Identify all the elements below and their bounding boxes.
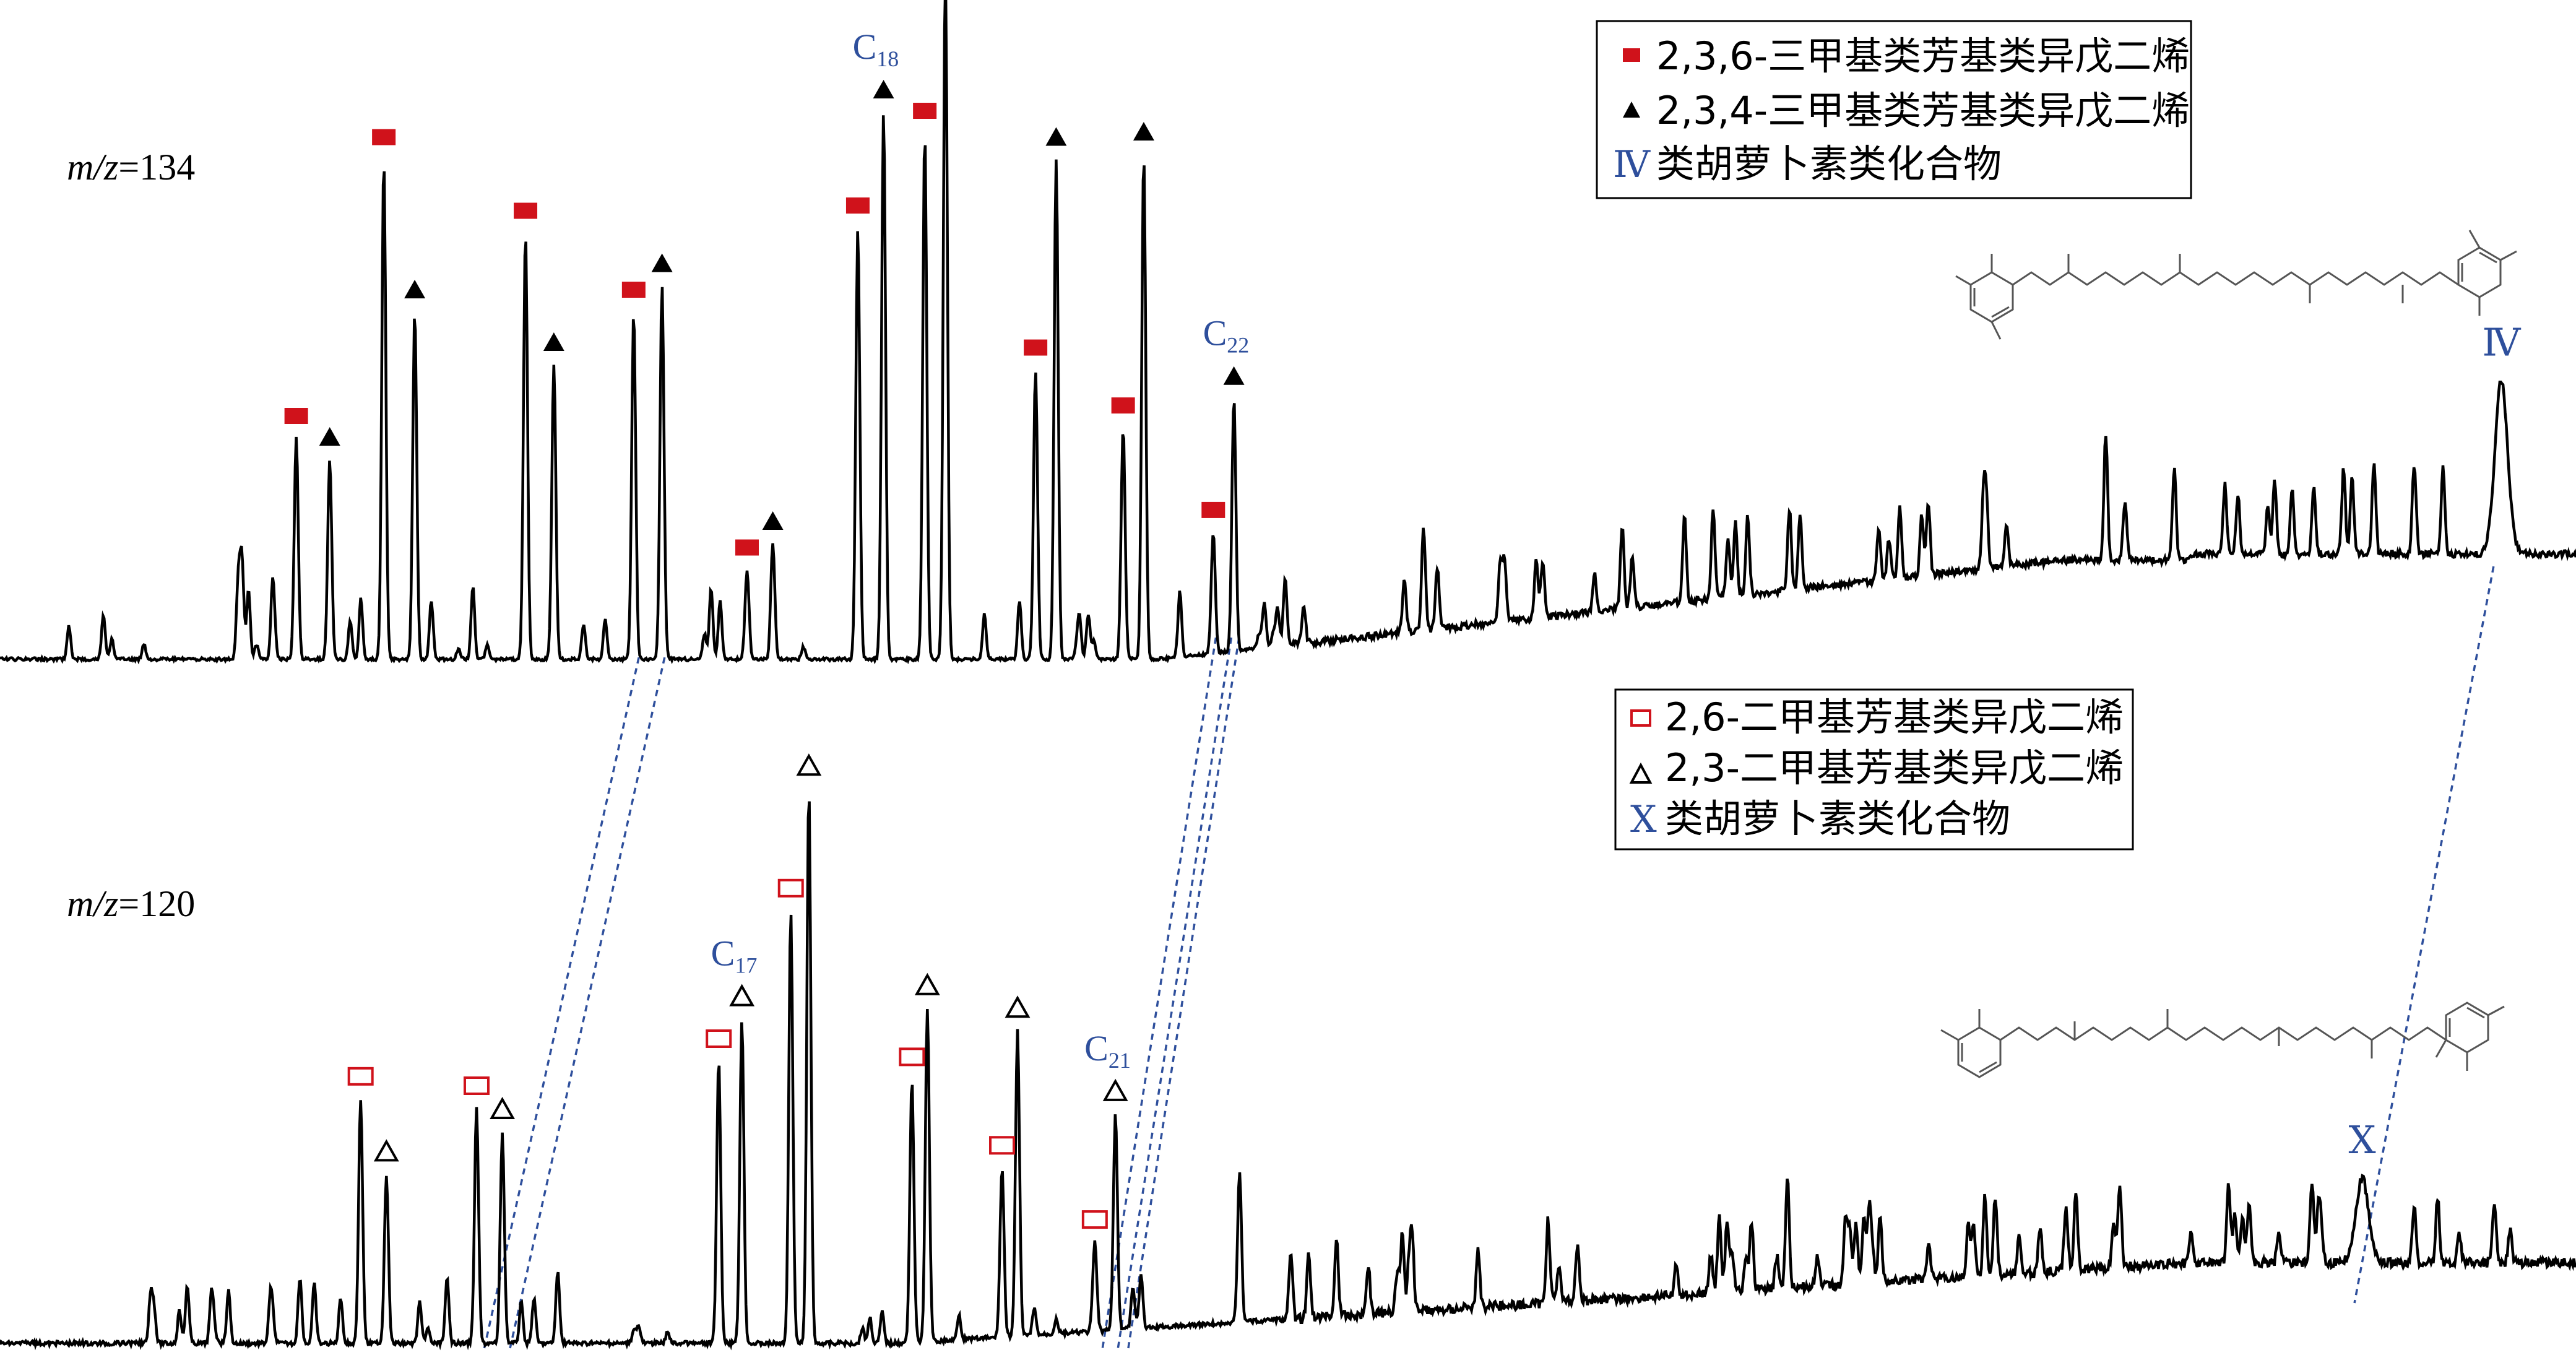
structure-x-molecule (1940, 1002, 2505, 1078)
mz-label-italic: m/z (67, 147, 118, 188)
peak-label-roman: Ⅳ (2482, 323, 2521, 365)
peak-marker-square (1024, 339, 1048, 356)
correlation-line (1127, 637, 1240, 1349)
legend-box (1596, 20, 2192, 199)
peak-marker-triangle (319, 427, 340, 446)
legend-box (1614, 688, 2134, 851)
peak-marker-triangle (651, 253, 673, 272)
peak-marker-square (735, 539, 759, 556)
peak-marker-triangle (373, 1139, 399, 1162)
peak-marker-triangle (1005, 995, 1031, 1018)
peak-marker-triangle (404, 280, 426, 298)
legend-roman-iv: Ⅳ (1613, 144, 1651, 185)
peak-carbon-label: C22 (1203, 313, 1250, 358)
peak-marker-square (1081, 1210, 1108, 1229)
legend-mz134: 2,3,6-三甲基类芳基类异戊二烯 2,3,4-三甲基类芳基类异戊二烯 Ⅳ 类胡… (1596, 20, 2192, 199)
carbon-letter: C (853, 27, 877, 67)
legend-text-23-dimethyl: 2,3-二甲基芳基类异戊二烯 (1665, 745, 2124, 790)
carbon-letter: C (1203, 313, 1227, 353)
peak-marker-triangle (762, 511, 784, 530)
peak-marker-triangle (873, 80, 894, 98)
peak-marker-triangle (914, 972, 940, 995)
legend-roman-x: Ⅹ (1630, 799, 1657, 840)
legend-text-234-trimethyl: 2,3,4-三甲基类芳基类异戊二烯 (1656, 88, 2190, 133)
mz-label-italic: m/z (67, 883, 118, 924)
legend-text-carotenoid: 类胡萝卜素类化合物 (1665, 796, 2010, 841)
peak-marker-square (347, 1067, 374, 1086)
carbon-number: 21 (1109, 1048, 1131, 1073)
carbon-number: 17 (735, 953, 757, 978)
carbon-number: 22 (1227, 333, 1249, 358)
legend-text-26-dimethyl: 2,6-二甲基芳基类异戊二烯 (1665, 695, 2124, 740)
peak-marker-triangle (1045, 127, 1067, 146)
peak-marker-square (1111, 397, 1135, 413)
peak-marker-square (514, 202, 538, 219)
legend-marker-filled-square (1623, 48, 1640, 62)
peak-marker-square (621, 282, 646, 298)
peak-marker-square (463, 1076, 490, 1095)
legend-marker-open-square (1630, 709, 1651, 727)
peak-marker-square (1201, 501, 1225, 518)
peak-marker-square (845, 197, 870, 214)
carbon-number: 18 (876, 46, 899, 71)
peak-carbon-label: C21 (1084, 1028, 1131, 1073)
peak-marker-square (989, 1136, 1016, 1155)
peak-label-roman: Ⅹ (2348, 1120, 2375, 1162)
legend-mz120: 2,6-二甲基芳基类异戊二烯 2,3-二甲基芳基类异戊二烯 Ⅹ 类胡萝卜素类化合… (1614, 688, 2134, 851)
correlation-line (1117, 637, 1233, 1349)
mz-label-value: =120 (118, 883, 195, 924)
chromatogram-trace-mz134 (0, 0, 2576, 665)
peak-marker-square (706, 1029, 732, 1048)
peak-carbon-label: C18 (853, 27, 899, 71)
correlation-line (2353, 566, 2495, 1304)
mz-label-120: m/z=120 (67, 883, 195, 924)
peak-marker-triangle (490, 1096, 516, 1119)
structure-iv-molecule (1955, 230, 2517, 340)
legend-marker-open-triangle (1629, 762, 1653, 784)
peak-correlation-lines (483, 566, 2495, 1349)
peak-marker-square (372, 129, 396, 145)
peak-marker-triangle (796, 753, 822, 776)
peak-carbon-label: C17 (711, 933, 758, 978)
peak-marker-square (777, 878, 804, 898)
mz-label-value: =134 (118, 147, 195, 188)
peak-marker-square (913, 103, 937, 119)
peak-marker-triangle (729, 984, 755, 1007)
chromatogram-trace-mz120 (0, 801, 2576, 1351)
legend-text-236-trimethyl: 2,3,6-三甲基类芳基类异戊二烯 (1656, 33, 2190, 79)
peak-marker-square (899, 1047, 925, 1067)
peak-marker-square (284, 408, 308, 424)
peak-marker-triangle (543, 332, 564, 351)
legend-marker-filled-triangle (1623, 102, 1640, 118)
mz-label-134: m/z=134 (67, 147, 195, 188)
carbon-letter: C (711, 933, 735, 974)
correlation-line (1101, 637, 1217, 1349)
peak-marker-triangle (1102, 1078, 1128, 1101)
peak-marker-triangle (1133, 122, 1154, 141)
legend-text-carotenoid: 类胡萝卜素类化合物 (1656, 141, 2002, 186)
carbon-letter: C (1084, 1028, 1109, 1068)
peak-marker-triangle (1223, 366, 1245, 385)
